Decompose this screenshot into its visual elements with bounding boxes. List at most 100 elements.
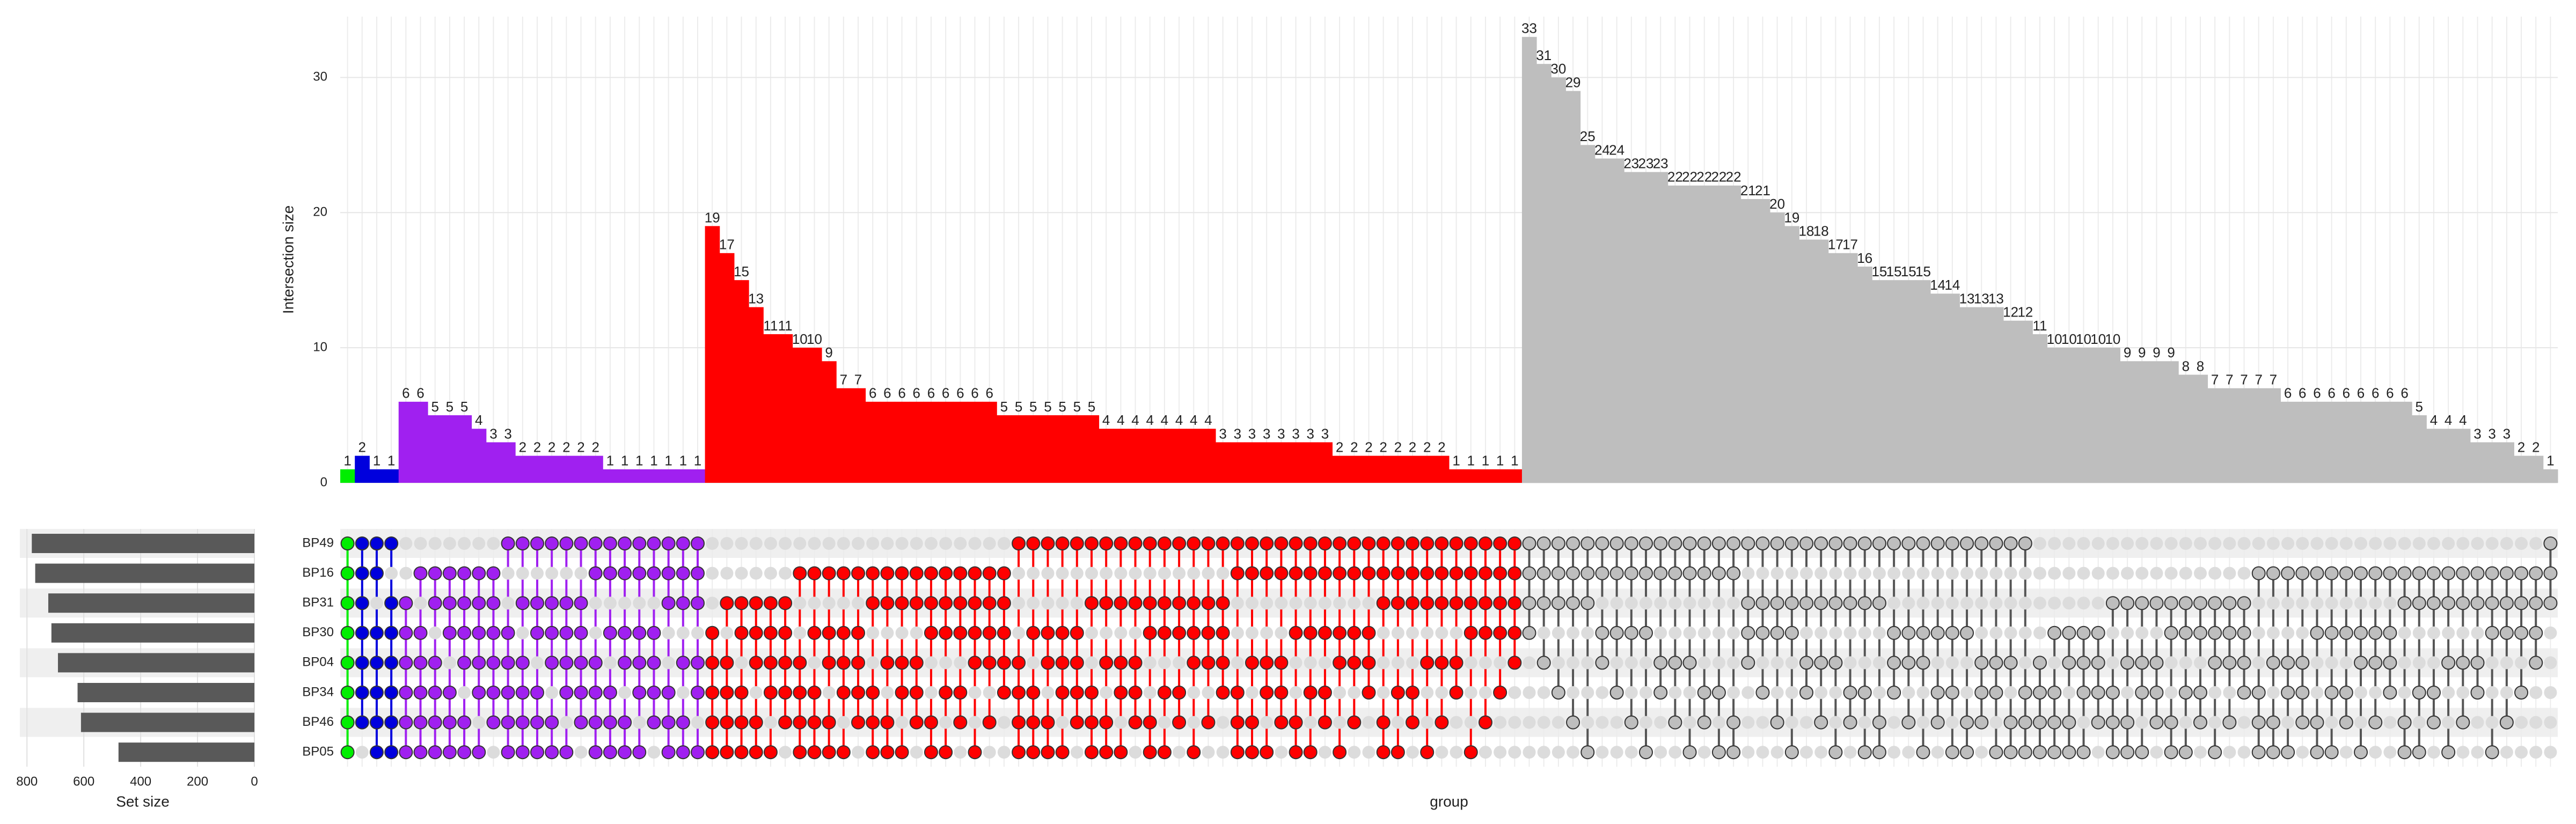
- matrix-dot-active: [2251, 745, 2266, 760]
- matrix-dot-active: [545, 656, 559, 670]
- matrix-dot-active: [574, 715, 588, 730]
- matrix-dot-active: [1536, 656, 1551, 670]
- bar-value-label: 9: [825, 344, 832, 360]
- matrix-dot: [2179, 656, 2192, 670]
- matrix-dot-active: [1580, 745, 1595, 760]
- matrix-dot-active: [763, 626, 778, 640]
- matrix-dot: [428, 537, 442, 550]
- matrix-dot-active: [2441, 745, 2456, 760]
- matrix-dot: [1916, 716, 1930, 729]
- bar: [1667, 185, 1683, 483]
- matrix-dot-active: [778, 626, 793, 640]
- matrix-dot-active: [2047, 626, 2062, 640]
- bar-value-label: 1: [650, 453, 657, 469]
- matrix-dot: [2062, 597, 2076, 610]
- matrix-dot-active: [1755, 536, 1770, 550]
- bar: [2105, 348, 2120, 483]
- bar: [2353, 401, 2369, 483]
- matrix-dot-active: [355, 656, 369, 670]
- matrix-dot-active: [472, 686, 486, 700]
- bar-value-label: 5: [1044, 399, 1051, 415]
- matrix-dot: [2383, 597, 2397, 610]
- matrix-dot-active: [1012, 536, 1026, 550]
- matrix-dot-active: [2251, 686, 2266, 700]
- matrix-dot-active: [793, 745, 807, 760]
- matrix-dot-active: [1041, 536, 1055, 550]
- matrix-dot-active: [1960, 715, 1974, 730]
- matrix-dot: [2310, 597, 2324, 610]
- bar-value-label: 4: [2430, 412, 2438, 428]
- matrix-dot-active: [2208, 596, 2222, 610]
- matrix-dot: [749, 566, 763, 580]
- matrix-dot-active: [1566, 536, 1580, 550]
- matrix-dot-active: [909, 686, 924, 700]
- matrix-dot-active: [2164, 596, 2178, 610]
- matrix-dot-active: [1084, 596, 1099, 610]
- matrix-dot: [472, 537, 486, 550]
- matrix-dot-active: [1333, 536, 1347, 550]
- matrix-dot: [1187, 716, 1201, 729]
- matrix-dot-active: [2456, 566, 2470, 580]
- matrix-dot: [501, 597, 515, 610]
- bar-value-label: 6: [927, 385, 935, 401]
- matrix-dot-active: [1711, 745, 1726, 760]
- matrix-dot-active: [2237, 656, 2251, 670]
- matrix-dot-active: [369, 536, 384, 550]
- bar-value-label: 4: [475, 412, 482, 428]
- matrix-dot-active: [691, 596, 705, 610]
- bar: [2382, 401, 2398, 483]
- matrix-dot-active: [1872, 596, 1886, 610]
- matrix-dot-active: [1595, 656, 1609, 670]
- bar-value-label: 23: [1638, 156, 1654, 172]
- matrix-dot-active: [1041, 745, 1055, 760]
- bar-value-label: 3: [2503, 425, 2511, 442]
- matrix-dot: [1377, 656, 1390, 670]
- matrix-dot-active: [442, 626, 457, 640]
- matrix-dot-active: [2470, 656, 2485, 670]
- matrix-dot-active: [1770, 715, 1784, 730]
- matrix-dot: [866, 626, 880, 639]
- bar-value-label: 2: [358, 439, 366, 455]
- matrix-dot: [1741, 566, 1755, 580]
- matrix-dot-active: [2470, 566, 2485, 580]
- matrix-dot: [852, 746, 865, 759]
- matrix-dot: [1872, 686, 1886, 699]
- matrix-dot-active: [2178, 686, 2193, 700]
- matrix-dot-active: [618, 745, 632, 760]
- matrix-dot: [1348, 746, 1361, 759]
- matrix-dot: [2121, 626, 2134, 639]
- matrix-dot-active: [851, 656, 866, 670]
- matrix-dot: [1770, 686, 1784, 699]
- matrix-dot: [2033, 597, 2046, 610]
- matrix-dot-active: [1522, 536, 1536, 550]
- bar-value-label: 17: [1828, 237, 1843, 253]
- matrix-dot-active: [1420, 656, 1435, 670]
- matrix-dot: [2033, 537, 2046, 550]
- matrix-dot-active: [1172, 596, 1187, 610]
- matrix-dot: [1800, 716, 1813, 729]
- matrix-dot-active: [924, 596, 938, 610]
- matrix-dot: [1523, 656, 1536, 670]
- matrix-dot: [1770, 746, 1784, 759]
- matrix-dot-active: [866, 566, 880, 580]
- matrix-dot-active: [457, 656, 472, 670]
- matrix-dot: [1931, 597, 1944, 610]
- bar: [1770, 212, 1785, 483]
- matrix-dot: [691, 716, 705, 729]
- matrix-dot-active: [1157, 686, 1172, 700]
- matrix-dot-active: [2135, 656, 2149, 670]
- matrix-dot-active: [909, 715, 924, 730]
- matrix-dot-active: [1872, 715, 1886, 730]
- bar: [690, 469, 706, 483]
- matrix-dot-active: [924, 715, 938, 730]
- bar: [719, 253, 735, 483]
- matrix-dot: [1697, 597, 1711, 610]
- matrix-dot-active: [486, 626, 501, 640]
- matrix-dot-active: [2397, 745, 2412, 760]
- matrix-dot-active: [428, 686, 442, 700]
- matrix-dot-active: [1522, 566, 1536, 580]
- bar-value-label: 22: [1696, 169, 1712, 185]
- matrix-dot: [1872, 626, 1886, 639]
- matrix-dot-active: [2135, 596, 2149, 610]
- set-label: BP04: [302, 655, 334, 670]
